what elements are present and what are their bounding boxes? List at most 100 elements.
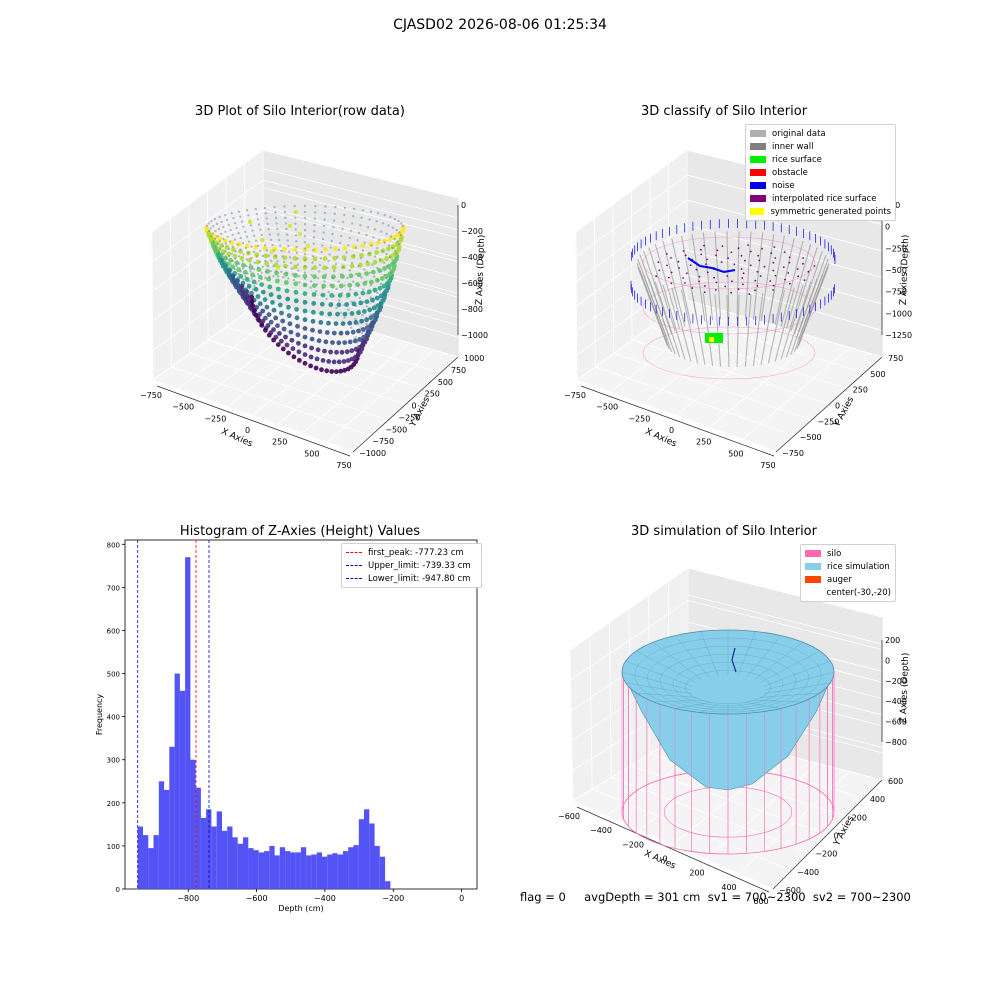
- data-point: [373, 228, 377, 231]
- data-point: [233, 222, 237, 225]
- data-point: [313, 365, 319, 371]
- data-point: [368, 218, 371, 221]
- interpolated-point: [740, 268, 743, 270]
- tick-label: −250: [885, 244, 907, 253]
- data-point: [347, 308, 350, 311]
- inner-wall-stroke: [654, 281, 681, 358]
- data-point: [359, 253, 364, 258]
- x-axis-label: X Axies: [643, 849, 678, 872]
- data-point: [386, 280, 390, 283]
- histogram-bar: [343, 851, 349, 889]
- gridline: [687, 567, 883, 618]
- data-point: [286, 313, 292, 318]
- data-point: [357, 322, 360, 326]
- panel4-title: 3D simulation of Silo Interior: [631, 524, 817, 539]
- histogram-bar: [274, 855, 280, 889]
- interpolated-point: [682, 250, 685, 252]
- data-point: [302, 352, 308, 357]
- data-point: [358, 309, 361, 312]
- histogram-bar: [279, 847, 286, 889]
- data-point: [294, 216, 297, 219]
- data-point: [331, 276, 334, 280]
- gridline: [262, 187, 459, 239]
- data-point: [206, 230, 212, 236]
- interpolated-point: [773, 246, 776, 249]
- data-point: [303, 204, 307, 208]
- data-point: [400, 222, 403, 225]
- data-point: [378, 295, 381, 298]
- data-point: [347, 321, 350, 324]
- data-point: [311, 255, 315, 258]
- gridline: [152, 239, 264, 322]
- gridline: [569, 567, 689, 651]
- data-point: [303, 235, 307, 238]
- data-point: [363, 268, 366, 271]
- data-point: [349, 356, 355, 362]
- data-point: [356, 328, 361, 334]
- data-point: [291, 273, 295, 276]
- data-point: [362, 300, 365, 304]
- data-point: [259, 249, 262, 253]
- gridline: [302, 342, 410, 434]
- data-point: [255, 282, 258, 285]
- data-point: [369, 296, 372, 299]
- data-point: [285, 227, 288, 231]
- histogram-bar: [306, 855, 312, 889]
- tick-label: −250: [204, 414, 226, 423]
- tick-label: −750: [782, 449, 804, 458]
- surface-mesh-line: [737, 631, 756, 676]
- interpolated-point: [772, 289, 774, 291]
- data-point: [250, 277, 253, 280]
- gridline: [151, 179, 264, 262]
- data-point: [220, 220, 223, 224]
- data-point: [373, 255, 377, 258]
- data-point: [214, 230, 217, 233]
- symmetric-point-patch: [709, 337, 714, 342]
- data-point: [289, 261, 293, 265]
- data-point: [289, 337, 295, 343]
- data-point: [208, 236, 214, 242]
- panel1-3d-raw: −750 −500 −250 0 250 500 750 −1000 −750 −500 −250 0…: [140, 149, 488, 470]
- legend-line: [346, 552, 362, 553]
- interpolated-point: [782, 266, 785, 268]
- data-point: [284, 222, 288, 225]
- gridline: [177, 306, 288, 390]
- legend-item: noise: [750, 179, 891, 192]
- interpolated-point: [700, 253, 703, 256]
- data-point: [333, 246, 338, 252]
- interpolated-point: [684, 254, 687, 257]
- data-point: [335, 287, 338, 291]
- data-point: [298, 280, 301, 284]
- data-point: [391, 246, 394, 250]
- data-point: [239, 284, 245, 289]
- data-point: [302, 273, 308, 279]
- data-point: [243, 275, 247, 278]
- data-point: [312, 256, 318, 262]
- figure-title: CJASD02 2026-08-06 01:25:34: [393, 17, 607, 33]
- surface-mesh-line: [636, 650, 696, 683]
- data-point: [217, 227, 221, 231]
- inner-wall-stroke: [662, 240, 686, 327]
- data-point: [222, 252, 225, 256]
- data-point: [378, 258, 382, 261]
- interpolated-point: [703, 291, 706, 294]
- data-point: [235, 265, 238, 268]
- y-axis-label: Y Axies: [408, 395, 433, 430]
- data-point: [326, 359, 332, 364]
- data-point: [345, 366, 351, 372]
- data-point: [249, 263, 252, 266]
- data-point: [398, 231, 401, 234]
- interpolated-point: [714, 289, 717, 291]
- interpolated-point: [742, 272, 745, 275]
- data-point: [266, 332, 272, 338]
- data-point: [366, 292, 369, 295]
- data-point: [242, 278, 245, 281]
- data-point: [216, 252, 221, 257]
- histogram-bar: [285, 851, 291, 889]
- data-point: [343, 284, 346, 287]
- gridline: [570, 600, 689, 681]
- surface-mesh-line: [754, 700, 804, 702]
- data-point: [227, 223, 230, 227]
- data-point: [385, 252, 388, 256]
- data-point: [247, 214, 250, 217]
